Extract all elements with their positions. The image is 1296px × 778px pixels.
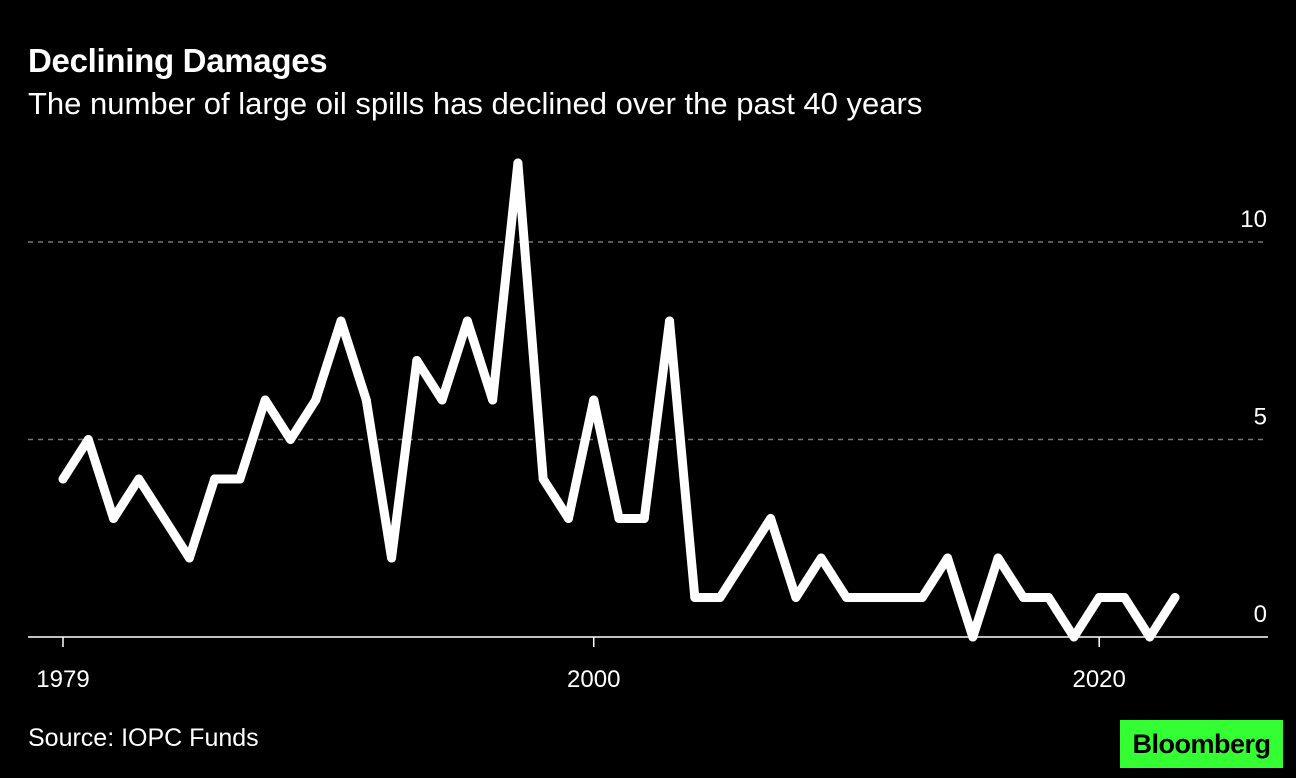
chart-subtitle: The number of large oil spills has decli… — [28, 86, 923, 121]
data-point — [1044, 593, 1054, 602]
data-point — [993, 553, 1003, 563]
data-point — [210, 474, 220, 484]
data-point — [690, 593, 700, 602]
data-point — [639, 514, 649, 523]
x-tick-label: 2020 — [1072, 666, 1125, 693]
data-point — [462, 316, 472, 326]
data-point — [387, 553, 397, 563]
data-point — [260, 395, 270, 405]
data-point — [791, 593, 801, 602]
data-point — [1094, 593, 1104, 602]
data-point — [235, 474, 245, 484]
data-point — [766, 514, 776, 523]
data-point — [1145, 632, 1155, 642]
data-point — [1119, 593, 1129, 602]
y-tick-label: 5 — [1254, 404, 1267, 431]
data-point — [336, 316, 346, 326]
source-note: Source: IOPC Funds — [28, 724, 259, 752]
data-point — [159, 514, 169, 523]
data-point — [841, 593, 851, 602]
data-point — [917, 593, 927, 602]
series-line — [58, 158, 1180, 642]
x-tick-label: 1979 — [36, 666, 89, 693]
data-point — [437, 395, 447, 405]
data-point — [816, 553, 826, 563]
data-point — [563, 514, 573, 523]
data-point — [311, 395, 321, 405]
data-point — [1170, 593, 1180, 602]
data-point — [968, 632, 978, 642]
bloomberg-logo: Bloomberg — [1120, 720, 1283, 768]
data-point — [614, 514, 624, 523]
y-tick-label: 0 — [1254, 601, 1267, 628]
data-point — [1018, 593, 1028, 602]
data-point — [184, 553, 194, 563]
data-point — [1069, 632, 1079, 642]
data-point — [589, 395, 599, 405]
data-point — [285, 435, 295, 444]
data-point — [109, 514, 119, 523]
data-point — [513, 158, 523, 168]
data-point — [361, 395, 371, 405]
data-point — [892, 593, 902, 602]
data-point — [134, 474, 144, 484]
data-point — [715, 593, 725, 602]
data-point — [943, 553, 953, 563]
data-point — [665, 316, 675, 326]
y-tick-label: 10 — [1240, 206, 1267, 233]
data-point — [83, 435, 93, 444]
data-point — [538, 474, 548, 484]
data-point — [740, 553, 750, 563]
x-tick-label: 2000 — [567, 666, 620, 693]
data-point — [58, 474, 68, 484]
chart-title: Declining Damages — [28, 42, 328, 79]
data-point — [867, 593, 877, 602]
data-point — [412, 356, 422, 365]
data-point — [488, 395, 498, 405]
